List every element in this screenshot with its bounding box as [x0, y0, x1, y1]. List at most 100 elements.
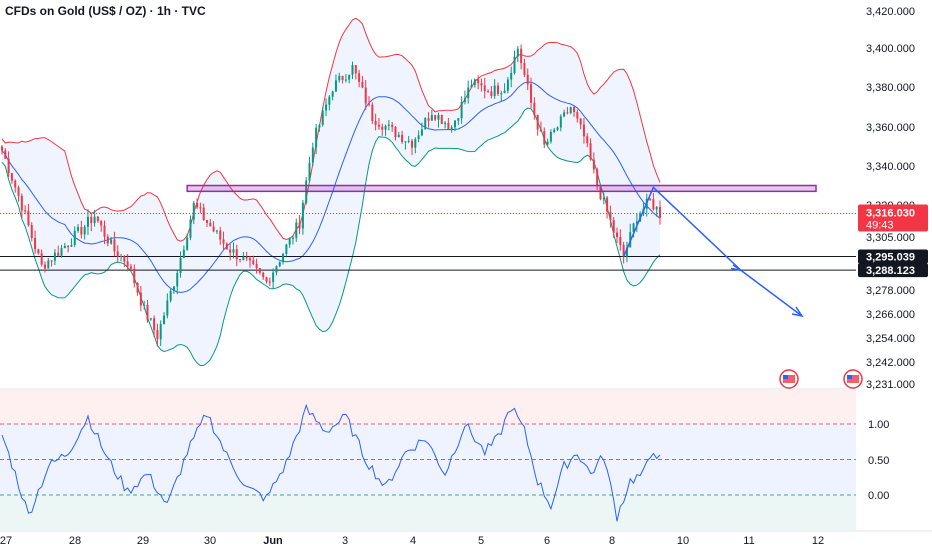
candle: [387, 120, 390, 131]
candle-body: [447, 122, 450, 129]
candle-body: [569, 107, 572, 114]
candle-body: [559, 116, 562, 128]
candle: [106, 234, 109, 247]
candle-body: [371, 104, 374, 121]
last-price-tag[interactable]: [858, 204, 928, 232]
candle: [93, 209, 96, 227]
candle: [20, 193, 23, 219]
candle: [447, 117, 450, 130]
candle-body: [103, 225, 106, 237]
candle: [248, 255, 251, 268]
candle-body: [344, 79, 347, 81]
candle-body: [123, 256, 126, 262]
drawing-tools[interactable]: [186, 184, 817, 318]
osc-overbought-zone: [0, 390, 856, 424]
candle-body: [80, 226, 83, 235]
candle-body: [156, 329, 159, 340]
candle-body: [192, 202, 195, 220]
candle: [351, 61, 354, 80]
candle-body: [450, 127, 453, 129]
candle-body: [368, 103, 371, 105]
candle-body: [490, 91, 493, 97]
candle-body: [295, 222, 298, 238]
level-price-label: 3,295.039: [866, 252, 915, 264]
event-flags[interactable]: [779, 369, 863, 389]
candle-body: [619, 236, 622, 245]
candle: [473, 78, 476, 88]
candle: [239, 258, 242, 263]
candle: [17, 185, 20, 202]
candle-body: [420, 129, 423, 136]
candle: [196, 198, 199, 210]
time-axis[interactable]: 27 28 29 30 Jun 3 4 5 6 8 10 11 12: [0, 530, 932, 547]
candle: [437, 112, 440, 128]
oscillator-line: [1, 403, 661, 522]
level-price-tag[interactable]: [858, 249, 928, 264]
candle-body: [179, 257, 182, 273]
candle: [625, 241, 628, 263]
symbol-title[interactable]: CFDs on Gold (US$ / OZ) · 1h · TVC: [5, 4, 206, 18]
candle: [652, 193, 655, 211]
candle-body: [321, 110, 324, 125]
us-flag-event-icon[interactable]: [779, 369, 799, 389]
us-flag-event-icon[interactable]: [843, 369, 863, 389]
candle: [311, 142, 314, 167]
candle-body: [196, 202, 199, 208]
candle: [252, 255, 255, 266]
candle: [47, 257, 50, 269]
time-tick-label: 30: [204, 535, 216, 547]
osc-tick-label: 1.00: [868, 419, 889, 431]
candle-body: [427, 118, 430, 121]
osc-tick-label: 0.00: [868, 490, 889, 502]
candle-body: [632, 223, 635, 233]
candle-body: [83, 226, 86, 235]
candle: [14, 179, 17, 193]
candle-body: [440, 114, 443, 124]
candle-body: [377, 124, 380, 127]
time-tick-label: 28: [69, 535, 81, 547]
candle-body: [272, 272, 275, 282]
oscillator-axis[interactable]: 1.00 0.50 0.00: [868, 419, 889, 502]
candle-body: [67, 245, 70, 247]
candle: [120, 253, 123, 262]
candle-body: [609, 211, 612, 221]
candle: [536, 114, 539, 136]
candle-body: [417, 135, 420, 140]
candle: [110, 236, 113, 245]
resistance-zone-box[interactable]: [186, 184, 817, 193]
candle: [649, 198, 652, 201]
price-tick-label: 3,266.000: [866, 309, 915, 321]
candle-body: [311, 147, 314, 163]
candle-body: [57, 252, 60, 256]
candle-body: [219, 230, 222, 240]
projection-path[interactable]: [622, 186, 742, 271]
candle: [4, 148, 7, 159]
candle-body: [533, 102, 536, 115]
candle: [126, 254, 129, 272]
candle: [394, 126, 397, 141]
level-price-tag[interactable]: [858, 263, 928, 278]
candle: [659, 200, 661, 225]
price-axis[interactable]: 3,420.000 3,400.000 3,380.000 3,360.000 3,34…: [856, 0, 932, 550]
candle: [288, 237, 291, 248]
candle: [27, 203, 30, 227]
candle-body: [556, 127, 559, 130]
candle-body: [315, 127, 318, 148]
candle-body: [510, 73, 513, 80]
candle: [70, 238, 73, 247]
osc-tick-label: 0.50: [868, 455, 889, 467]
candle-body: [526, 74, 529, 85]
candle: [477, 75, 480, 90]
candle: [503, 83, 506, 94]
candle-body: [602, 197, 605, 200]
candle: [272, 268, 275, 290]
horizontal-levels[interactable]: [0, 212, 856, 271]
candle: [334, 74, 337, 93]
candle: [90, 213, 93, 232]
candle: [582, 117, 585, 144]
candle-body: [480, 83, 483, 86]
projection-path-2[interactable]: [740, 269, 803, 317]
candle-body: [308, 162, 311, 181]
